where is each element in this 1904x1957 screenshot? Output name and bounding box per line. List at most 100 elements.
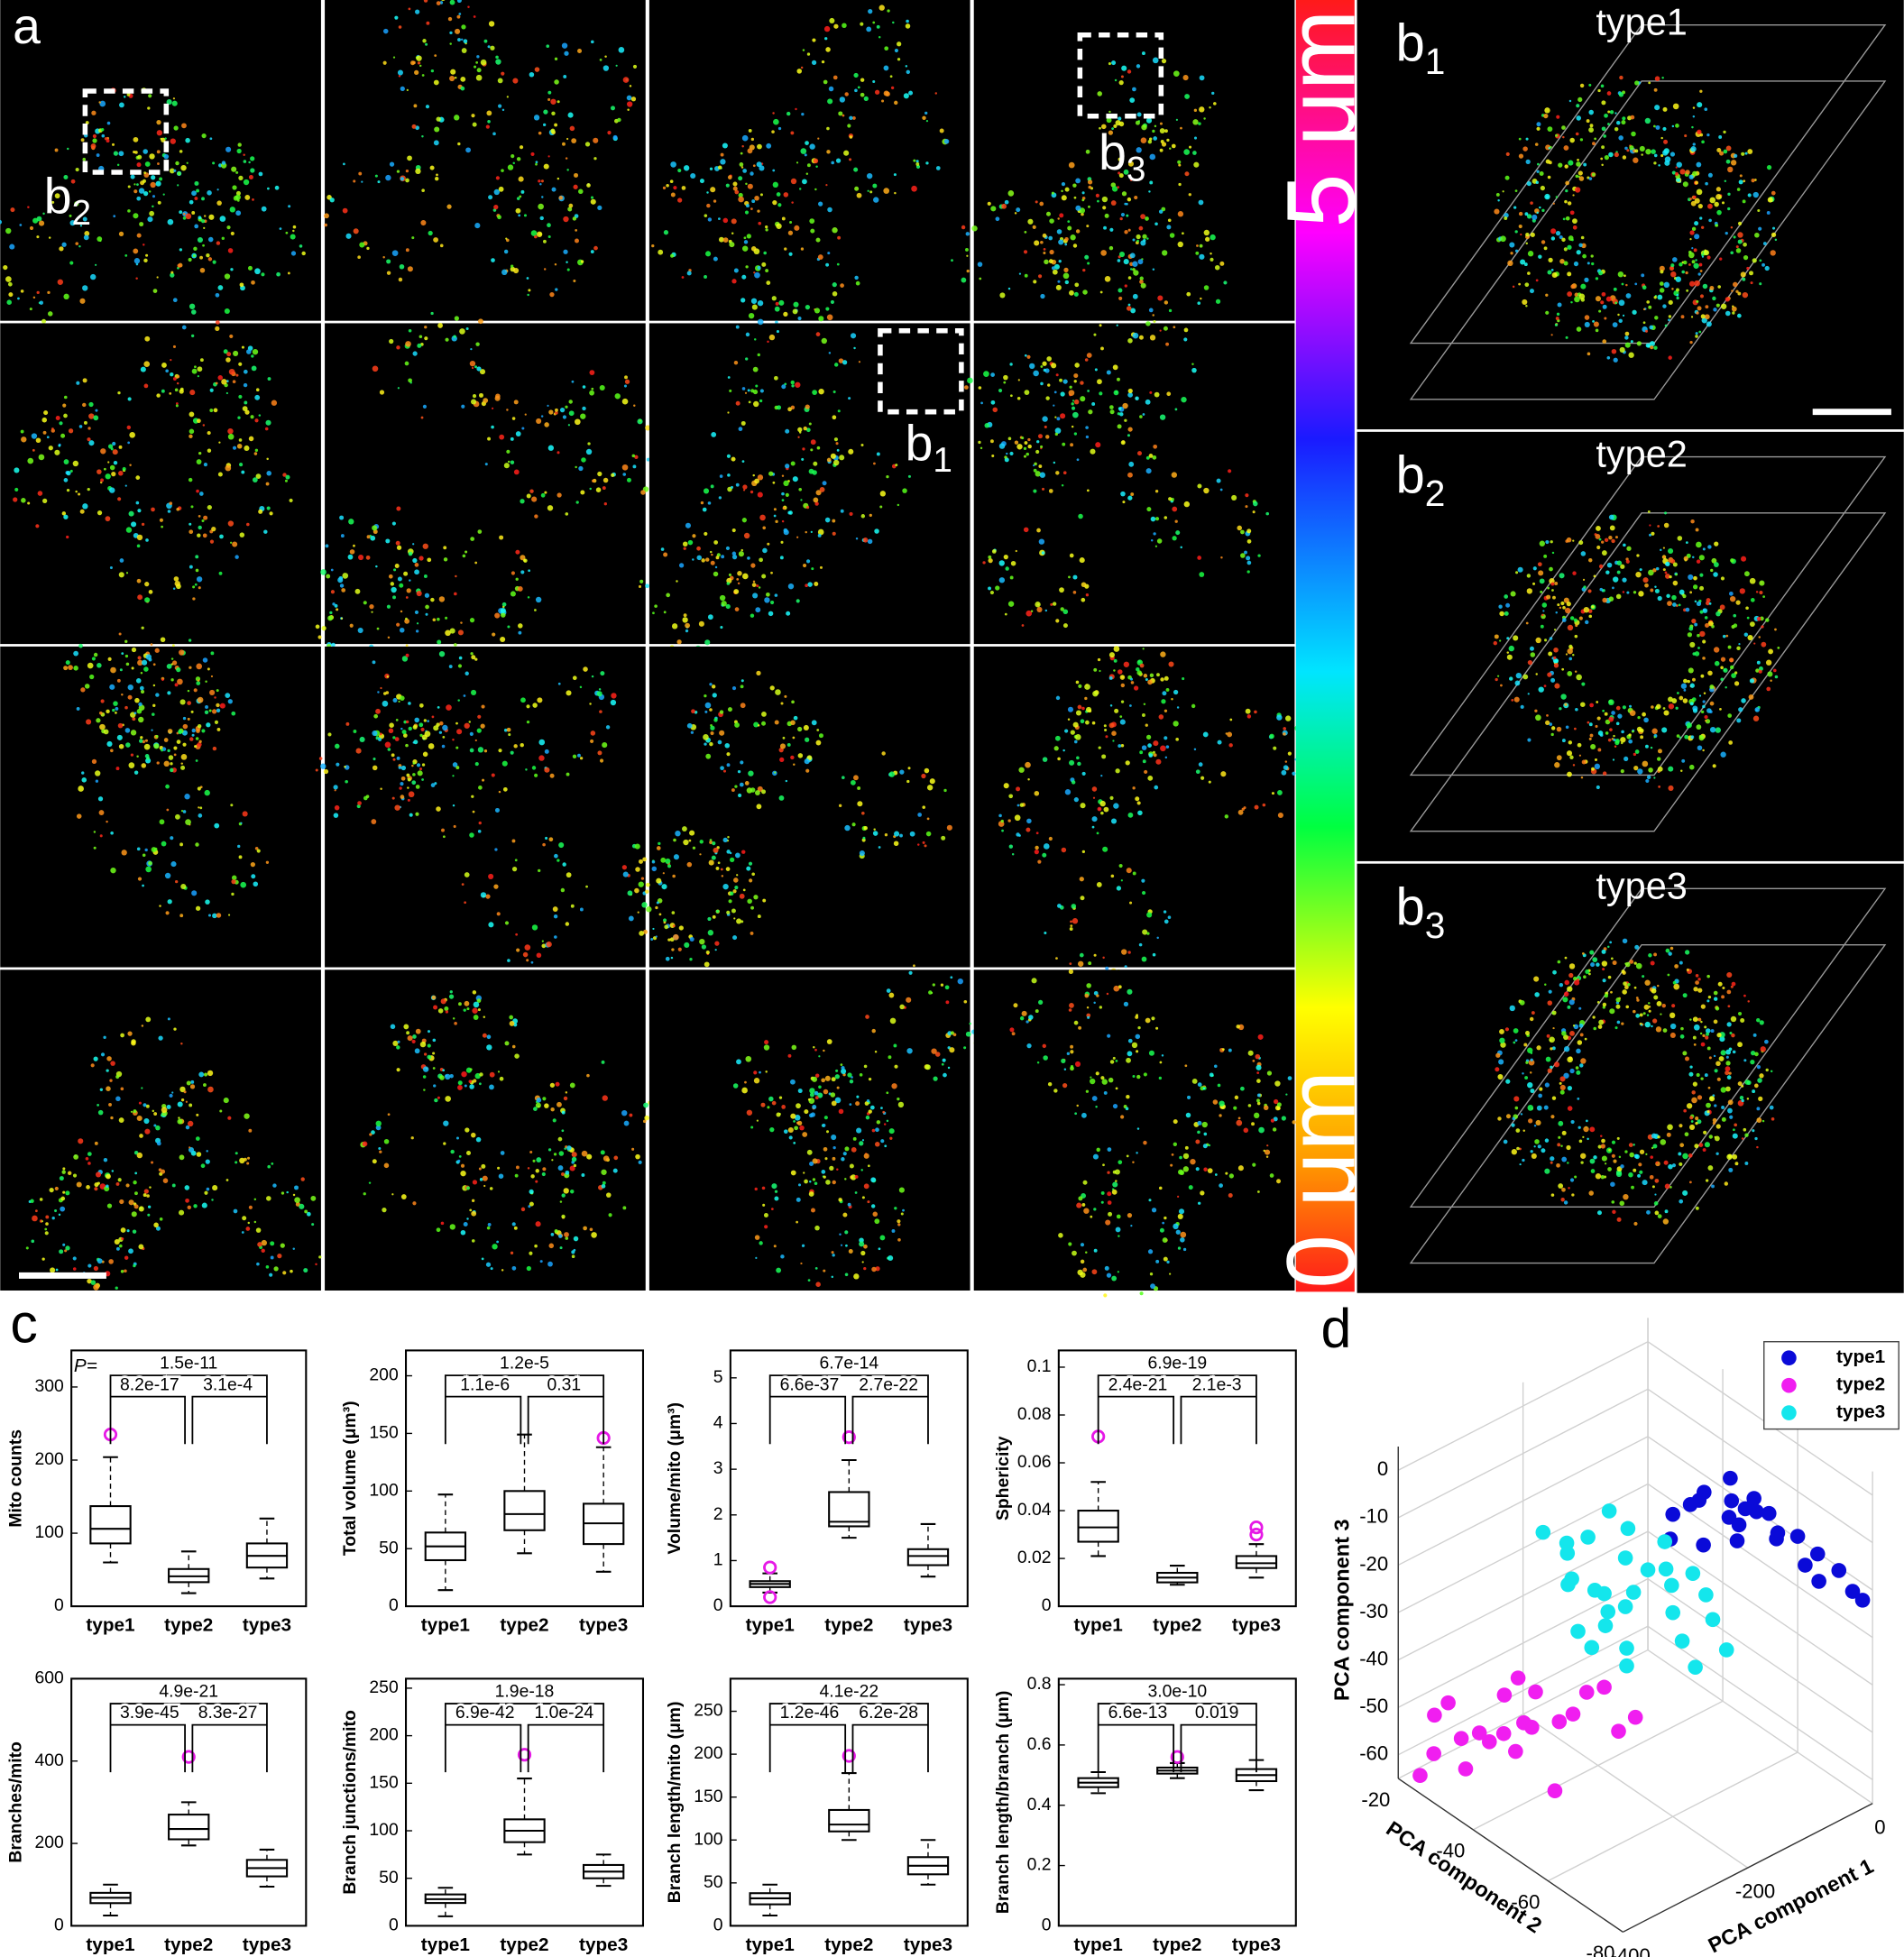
mito-dot xyxy=(460,621,463,624)
mito-dot xyxy=(511,1222,516,1227)
mito-dot xyxy=(365,555,371,560)
mito-dot xyxy=(1099,669,1101,673)
mito-dot xyxy=(1142,929,1148,935)
mito-dot xyxy=(995,216,1000,222)
mito-dot xyxy=(808,1191,814,1197)
mito-dot xyxy=(838,1198,842,1202)
mito-dot xyxy=(1001,203,1007,209)
mito-dot xyxy=(1016,786,1021,792)
mito-dot xyxy=(261,1248,265,1254)
mito-dot xyxy=(470,689,477,695)
mito-dot xyxy=(849,511,853,516)
mito-dot xyxy=(714,941,720,946)
mito-dot xyxy=(455,76,457,79)
mito-dot xyxy=(709,841,713,844)
mito-dot xyxy=(870,1204,876,1208)
mito-dot xyxy=(136,162,142,168)
mito-dot xyxy=(561,1129,565,1133)
mito-dot xyxy=(847,1072,852,1078)
colorbar-bottom-label: 0 μm xyxy=(1265,1070,1375,1289)
mito-dot xyxy=(1146,507,1152,512)
mito-dot xyxy=(822,1123,826,1127)
mito-dot xyxy=(922,805,926,809)
mito-dot xyxy=(1055,373,1059,377)
mito-dot xyxy=(1003,381,1007,384)
mito-dot xyxy=(515,549,520,555)
mito-dot xyxy=(1676,177,1681,182)
mito-dot xyxy=(97,1103,100,1107)
mito-dot xyxy=(726,582,731,585)
mito-dot xyxy=(1257,1190,1260,1193)
mito-dot xyxy=(1154,222,1158,226)
mito-dot xyxy=(1088,961,1092,966)
mito-dot xyxy=(145,1016,152,1023)
mito-dot xyxy=(501,602,507,607)
mito-dot xyxy=(873,462,876,465)
mito-dot xyxy=(1015,549,1017,553)
mito-dot xyxy=(1217,740,1222,745)
mito-dot xyxy=(422,751,428,758)
mito-dot xyxy=(831,1077,836,1082)
mito-dot xyxy=(189,565,193,569)
mito-dot xyxy=(941,835,946,841)
mito-dot xyxy=(1168,308,1173,313)
mito-dot xyxy=(324,213,329,219)
mito-dot xyxy=(1662,150,1669,156)
mito-dot xyxy=(1525,137,1529,141)
mito-dot xyxy=(252,477,258,483)
mito-dot xyxy=(1153,444,1158,449)
mito-dot xyxy=(1180,1231,1187,1238)
mito-dot xyxy=(1007,436,1012,441)
mito-dot xyxy=(563,216,569,223)
mito-dot xyxy=(722,237,729,243)
mito-dot xyxy=(455,766,460,770)
mito-dot xyxy=(565,512,569,516)
mito-dot xyxy=(1688,667,1694,674)
mito-dot xyxy=(1182,677,1185,681)
mito-dot xyxy=(110,831,114,835)
mito-dot xyxy=(832,415,837,420)
mito-dot xyxy=(69,469,73,473)
mito-dot xyxy=(1608,514,1614,520)
mito-dot xyxy=(544,749,549,754)
mito-dot xyxy=(844,1273,849,1277)
mito-dot xyxy=(1115,768,1120,774)
mito-dot xyxy=(407,786,409,789)
mito-dot xyxy=(828,352,832,354)
mito-dot xyxy=(1527,271,1531,275)
mito-dot xyxy=(874,528,879,534)
mito-dot xyxy=(1566,750,1573,757)
mito-dot xyxy=(1577,96,1583,103)
mito-dot xyxy=(1601,163,1604,167)
mito-dot xyxy=(824,517,831,523)
mito-dot xyxy=(284,479,288,482)
mito-dot xyxy=(714,949,717,951)
mito-dot xyxy=(677,168,682,173)
mito-dot xyxy=(1529,289,1534,294)
mito-dot xyxy=(1600,84,1605,88)
mito-dot xyxy=(1041,551,1045,555)
mito-dot xyxy=(627,108,630,112)
mito-dot xyxy=(190,505,194,509)
mito-dot xyxy=(1016,832,1020,837)
mito-dot xyxy=(99,723,106,730)
mito-dot xyxy=(757,318,764,326)
mito-dot xyxy=(1556,312,1560,316)
mito-dot xyxy=(394,804,400,811)
mito-dot xyxy=(366,535,371,539)
mito-dot xyxy=(698,620,704,627)
mito-dot xyxy=(397,69,403,76)
mito-dot xyxy=(495,55,499,60)
mito-dot xyxy=(115,711,117,714)
mito-dot xyxy=(492,632,496,637)
mito-dot xyxy=(652,927,655,931)
mito-dot xyxy=(82,402,87,408)
mito-dot xyxy=(678,563,685,568)
mito-dot xyxy=(1665,574,1670,579)
mito-dot xyxy=(204,710,209,715)
mito-dot xyxy=(1207,1168,1213,1174)
mito-dot xyxy=(227,433,235,440)
mito-dot xyxy=(173,753,177,757)
mito-dot xyxy=(1659,288,1665,293)
mito-dot xyxy=(814,1090,819,1096)
